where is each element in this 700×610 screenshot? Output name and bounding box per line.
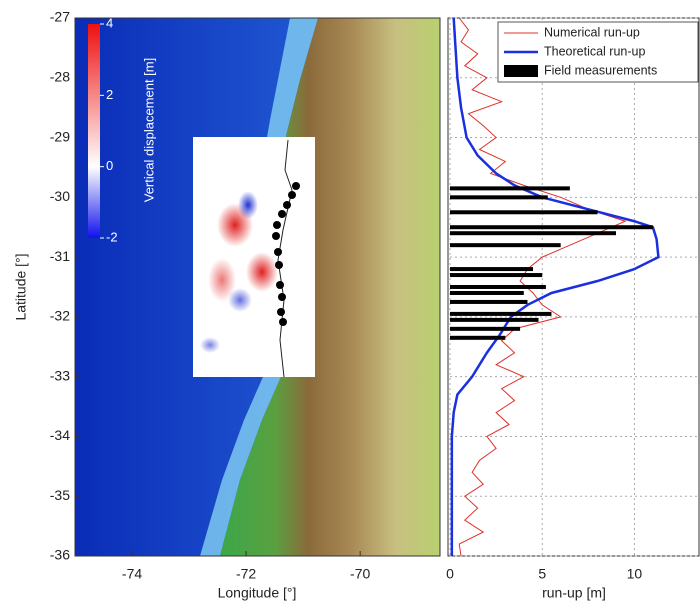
y-axis-label: Latitude [°]: [13, 253, 29, 320]
x-tick-label: 0: [446, 566, 454, 582]
field-bar: [450, 195, 548, 200]
y-tick-label: -31: [50, 248, 70, 264]
y-tick-label: -29: [50, 128, 70, 144]
y-tick-label: -35: [50, 487, 70, 503]
legend-swatch: [504, 65, 538, 77]
field-bar: [450, 273, 543, 278]
field-bar: [450, 186, 570, 191]
legend-label: Numerical run-up: [544, 25, 640, 39]
legend-label: Field measurements: [544, 63, 657, 77]
colorbar-tick-label: 4: [106, 15, 113, 30]
field-bar: [450, 225, 653, 230]
x-tick-label: -74: [122, 566, 142, 582]
field-bar: [450, 326, 521, 331]
y-tick-label: -36: [50, 547, 70, 563]
x-tick-label: -70: [350, 566, 370, 582]
x-axis-label: Longitude [°]: [218, 585, 297, 601]
field-bar: [450, 311, 552, 316]
map-background: [74, 17, 441, 557]
field-bar: [450, 231, 616, 236]
y-tick-label: -27: [50, 9, 70, 25]
field-bar: [450, 243, 561, 248]
x-tick-label: 10: [627, 566, 643, 582]
runup-line: [450, 17, 660, 556]
colorbar-tick-label: 2: [106, 87, 113, 102]
x-tick-label: -72: [236, 566, 256, 582]
colorbar: [88, 24, 100, 238]
y-tick-label: -30: [50, 188, 70, 204]
field-bar: [450, 285, 546, 289]
field-bar: [450, 335, 506, 340]
x-tick-label: 5: [538, 566, 546, 582]
field-bar: [450, 267, 533, 272]
x-axis-label: run-up [m]: [542, 585, 606, 601]
field-bar: [450, 299, 528, 304]
y-tick-label: -33: [50, 367, 70, 383]
field-bar: [450, 290, 524, 295]
colorbar-tick-label: -2: [106, 229, 118, 244]
colorbar-tick-label: 0: [106, 158, 113, 173]
y-tick-label: -28: [50, 68, 70, 84]
field-bar: [450, 317, 539, 322]
colorbar-label: Vertical displacement [m]: [141, 58, 156, 203]
field-bar: [450, 210, 598, 215]
legend-label: Theoretical run-up: [544, 44, 645, 58]
y-tick-label: -32: [50, 308, 70, 324]
y-tick-label: -34: [50, 427, 70, 443]
